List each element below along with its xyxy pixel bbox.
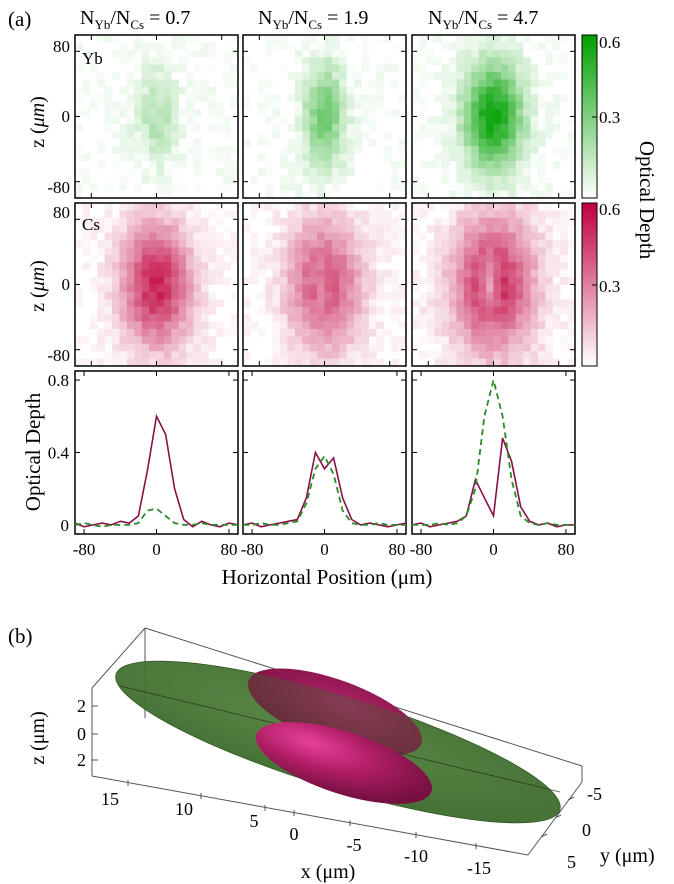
y-axis-3d: -5 0 5 xyxy=(540,784,602,872)
x-tick-3d: -15 xyxy=(467,858,491,878)
y-tick-0: 0 xyxy=(582,820,591,840)
cs-profile-line xyxy=(411,437,575,528)
z-axis: 2 0 2 xyxy=(77,696,98,770)
x-tick-3d: 0 xyxy=(290,824,299,844)
profile-xtick: 0 xyxy=(489,540,498,559)
z-axis-label: z (μm) xyxy=(27,711,49,764)
z-tick-bottom: 2 xyxy=(77,750,86,770)
x-tick-3d: -10 xyxy=(404,846,428,866)
density-image-yb-1 xyxy=(75,35,239,199)
panel-a-label: (a) xyxy=(8,7,31,31)
density-image-cs-1 xyxy=(75,203,239,367)
x-axis-3d: 15 10 5 0 -5 -10 -15 xyxy=(101,780,491,878)
x-axis-label: x (μm) xyxy=(301,861,356,883)
y-axis-label: y (μm) xyxy=(600,845,655,867)
profile-ytick: 0.8 xyxy=(48,371,69,390)
ytick-yb-0: 0 xyxy=(62,107,71,126)
ytick-cs-80: 80 xyxy=(53,203,70,222)
profile-frame xyxy=(242,370,407,535)
y-tick-5: 5 xyxy=(567,852,576,872)
z-tick-mid: 0 xyxy=(77,724,86,744)
x-tick-3d: 5 xyxy=(250,811,259,831)
ytick-yb-neg80: -80 xyxy=(47,178,70,197)
density-image-cs-3 xyxy=(412,203,576,367)
profile-xtick: -80 xyxy=(241,540,264,559)
profile-ylabel: Optical Depth xyxy=(21,392,45,511)
profile-xtick: 80 xyxy=(557,540,574,559)
profile-xtick: 0 xyxy=(320,540,329,559)
ytick-cs-neg80: -80 xyxy=(47,346,70,365)
profile-xtick: 0 xyxy=(152,540,161,559)
box-x-axis-edge xyxy=(91,775,529,856)
profile-plot-2: -80 0 80 xyxy=(241,370,407,559)
cs-profile-line xyxy=(242,450,407,528)
density-image-yb-2 xyxy=(243,35,407,199)
colorbar-cs: 0.6 0.3 xyxy=(581,200,620,367)
row-label-yb: Yb xyxy=(82,49,103,68)
yb-profile-line xyxy=(412,379,575,526)
image-ylabel-yb: z (μm) xyxy=(27,96,49,148)
image-yticks-cs: 80 0 -80 xyxy=(47,203,70,365)
cs-profile-line xyxy=(74,413,239,528)
box-y-axis-edge xyxy=(527,781,583,856)
image-ylabel-cs: z (μm) xyxy=(27,260,49,312)
profile-xtick: 80 xyxy=(388,540,405,559)
image-frames xyxy=(74,34,576,367)
colorbar-yb-tick-06: 0.6 xyxy=(599,33,620,52)
x-tick-3d: -5 xyxy=(347,835,362,855)
ellipsoids xyxy=(115,660,561,824)
cs-ellipsoid-lower xyxy=(255,722,433,804)
column-header-2: NYb/NCs = 1.9 xyxy=(258,7,368,32)
image-yticks-yb: 80 0 -80 xyxy=(47,37,70,197)
profile-plot-3: -80 0 80 xyxy=(410,370,576,559)
profile-xtick: -80 xyxy=(73,540,96,559)
colorbar-cs-tick-03: 0.3 xyxy=(599,277,620,296)
profile-xtick: 80 xyxy=(220,540,237,559)
density-image-yb-3 xyxy=(412,35,576,199)
column-header-3: NYb/NCs = 4.7 xyxy=(428,7,538,32)
x-tick-3d: 15 xyxy=(101,789,119,809)
box-left-top-edge xyxy=(91,627,146,689)
image-grid xyxy=(75,35,576,367)
column-header-1: NYb/NCs = 0.7 xyxy=(80,7,190,32)
row-label-cs: Cs xyxy=(82,215,100,234)
x-tick-3d: 10 xyxy=(175,799,193,819)
profile-xlabel: Horizontal Position (μm) xyxy=(222,565,433,589)
cs-ellipsoid-upper xyxy=(247,668,423,756)
z-tick-top: 2 xyxy=(77,696,86,716)
profile-ytick: 0 xyxy=(61,516,70,535)
profile-ytick: 0.4 xyxy=(48,444,70,463)
colorbar-yb: 0.6 0.3 xyxy=(581,33,620,199)
colorbar-yb-tick-03: 0.3 xyxy=(599,108,620,127)
density-image-cs-2 xyxy=(243,203,407,367)
ytick-cs-0: 0 xyxy=(62,275,71,294)
colorbar-cs-tick-06: 0.6 xyxy=(599,200,620,219)
y-tick-neg5: -5 xyxy=(587,784,602,804)
yb-profile-line xyxy=(243,454,406,526)
panel-b-label: (b) xyxy=(8,624,33,648)
profile-frame xyxy=(74,370,239,535)
colorbar-label: Optical Depth xyxy=(635,141,659,260)
profile-xtick: -80 xyxy=(410,540,433,559)
column-headers: NYb/NCs = 0.7 NYb/NCs = 1.9 NYb/NCs = 4.… xyxy=(80,7,538,32)
ytick-yb-80: 80 xyxy=(53,37,70,56)
